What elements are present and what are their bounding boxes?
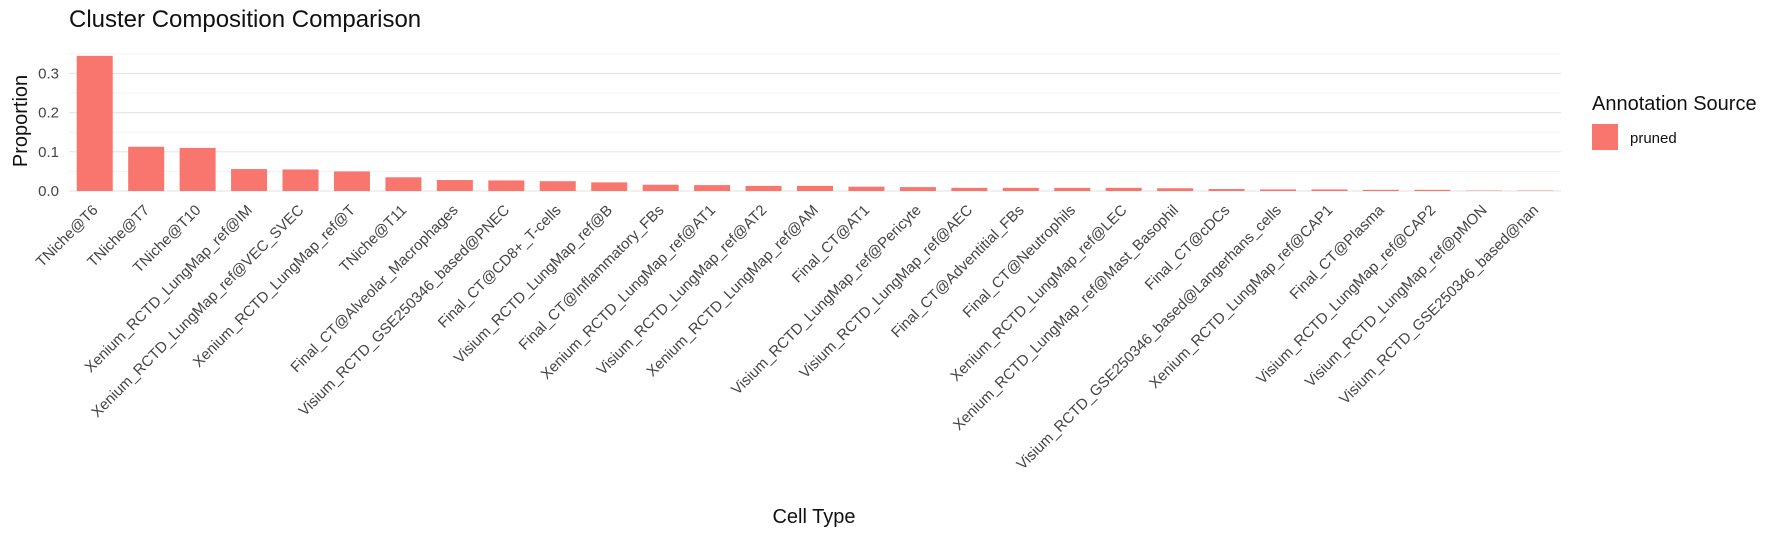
- x-axis-ticks: TNiche@T6TNiche@T7TNiche@T10Xenium_RCTD_…: [33, 201, 1542, 473]
- y-axis-ticks: 0.0 0.1 0.2 0.3: [38, 66, 59, 201]
- bar-21: [1106, 188, 1142, 191]
- x-tick-label: Visium_RCTD_LungMap_ref@CAP2: [1253, 202, 1439, 388]
- bar-23: [1209, 189, 1245, 191]
- bar-25: [1311, 189, 1347, 191]
- bar-20: [1054, 188, 1090, 191]
- x-tick-label: Visium_RCTD_LungMap_ref@Pericyte: [728, 202, 924, 398]
- legend-title: Annotation Source: [1592, 93, 1757, 115]
- y-tick-label: 0.3: [38, 66, 59, 83]
- y-tick-label: 0.0: [38, 183, 59, 200]
- bar-8: [437, 180, 473, 191]
- y-tick-label: 0.1: [38, 144, 59, 161]
- x-tick-label: Xenium_RCTD_LungMap_ref@CAP1: [1146, 202, 1336, 392]
- chart-title: Cluster Composition Comparison: [69, 6, 421, 33]
- bar-10: [540, 181, 576, 191]
- bar-16: [848, 187, 884, 191]
- bar-19: [1003, 188, 1039, 191]
- bar-6: [334, 171, 370, 191]
- bar-18: [951, 188, 987, 191]
- bar-15: [797, 186, 833, 191]
- bar-11: [591, 182, 627, 191]
- y-axis-title: Proportion: [10, 75, 32, 167]
- bar-4: [231, 169, 267, 191]
- bar-7: [385, 177, 421, 191]
- bars: [77, 56, 1554, 191]
- bar-27: [1414, 190, 1450, 191]
- bar-9: [488, 180, 524, 191]
- bar-1: [77, 56, 113, 191]
- legend-swatch-pruned: [1592, 124, 1618, 150]
- legend: Annotation Source pruned: [1592, 93, 1757, 150]
- legend-label-pruned: pruned: [1630, 130, 1677, 147]
- bar-24: [1260, 189, 1296, 191]
- x-tick-label: Visium_RCTD_LungMap_ref@pMON: [1302, 202, 1491, 391]
- bar-3: [180, 148, 216, 191]
- bar-26: [1363, 190, 1399, 191]
- bar-17: [900, 187, 936, 191]
- bar-22: [1157, 188, 1193, 191]
- x-tick-label: Final_CT@Plasma: [1287, 201, 1389, 303]
- bar-12: [643, 185, 679, 191]
- x-axis-title: Cell Type: [772, 506, 855, 528]
- y-tick-label: 0.2: [38, 105, 59, 122]
- bar-13: [694, 185, 730, 191]
- bar-14: [746, 186, 782, 191]
- bar-2: [128, 147, 164, 191]
- bar-5: [283, 169, 319, 191]
